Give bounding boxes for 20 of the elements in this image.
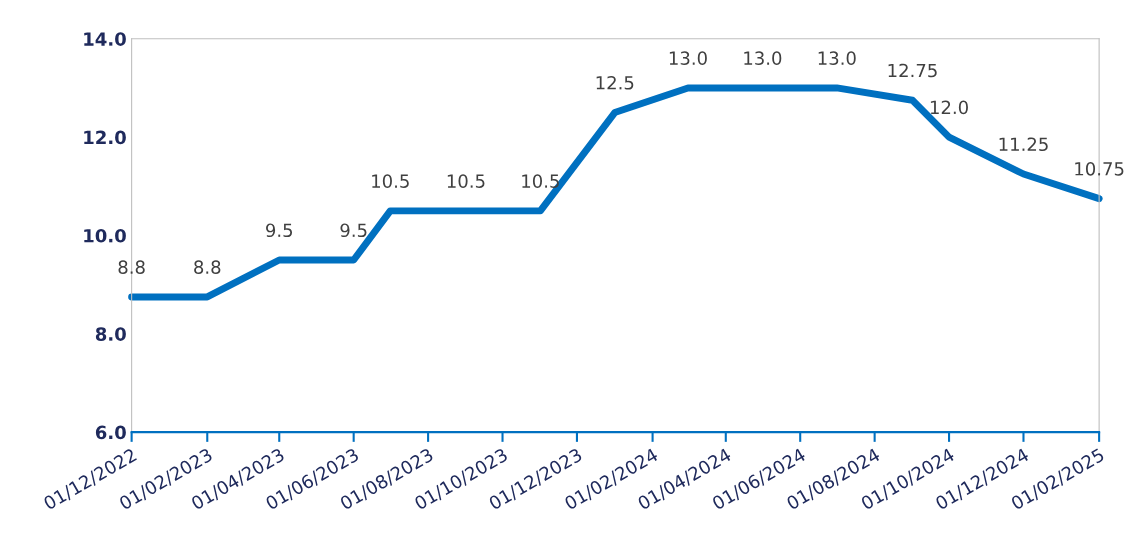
- data-label: 10.5: [447, 174, 485, 188]
- data-label: 12.0: [930, 100, 968, 115]
- data-label: 10.5: [522, 174, 559, 188]
- data-label: 10.75: [1075, 161, 1124, 176]
- data-label: 11.25: [999, 137, 1048, 152]
- data-label: 13.0: [744, 51, 782, 65]
- data-label: 13.0: [669, 51, 707, 65]
- data-label: 13.0: [818, 51, 856, 65]
- y-tick-label: 14.0: [84, 32, 126, 46]
- y-tick-label: 10.0: [84, 228, 126, 243]
- y-tick-label: 6.0: [95, 425, 126, 440]
- data-label: 12.75: [888, 63, 937, 78]
- data-label: 9.5: [266, 223, 293, 238]
- data-label: 8.8: [194, 260, 221, 274]
- data-label: 8.8: [118, 260, 145, 274]
- data-label: 9.5: [340, 223, 367, 238]
- y-tick-label: 8.0: [95, 327, 126, 341]
- data-label: 12.5: [596, 75, 634, 90]
- y-tick-label: 12.0: [84, 130, 126, 145]
- data-label: 10.5: [372, 174, 409, 188]
